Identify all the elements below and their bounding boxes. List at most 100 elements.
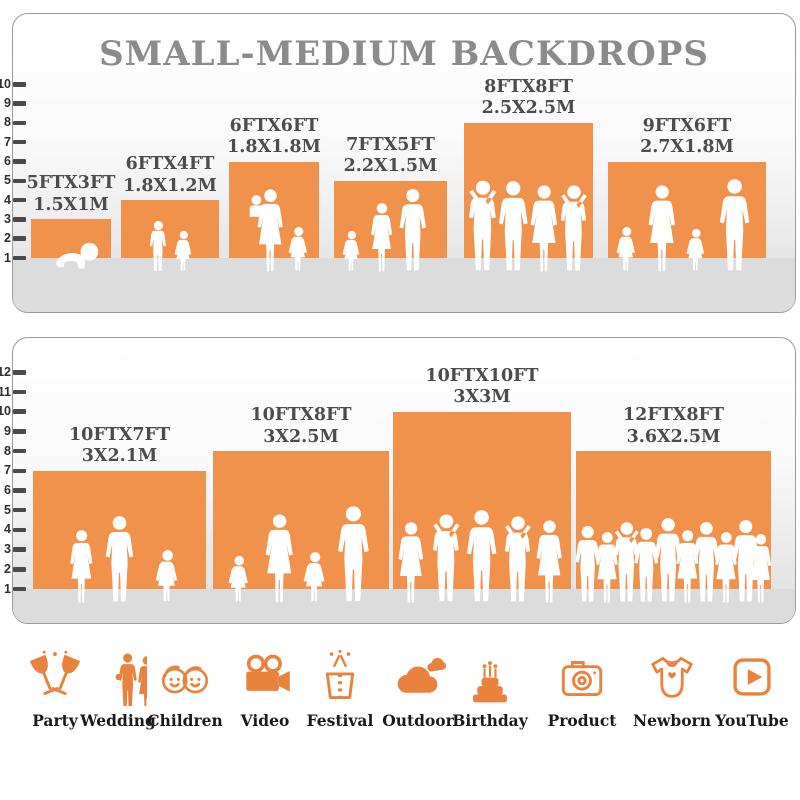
tick-dash-icon <box>13 429 26 434</box>
size-feet-label: 8FTX8FT <box>484 76 573 97</box>
backdrop-size-label: 8FTX8FT 2.5X2.5M <box>482 77 576 120</box>
tick-label: 5 <box>4 502 11 517</box>
backdrop-size-label: 10FTX10FT 3X3M <box>425 366 538 409</box>
tick-label: 3 <box>4 211 11 226</box>
tick-label: 2 <box>4 561 11 576</box>
axis-tick: 7 <box>0 464 26 477</box>
axis-tick: 9 <box>0 423 26 438</box>
axis-tick: 6 <box>0 483 26 497</box>
category-youtube: YouTube <box>706 648 798 730</box>
axis-tick: 1 <box>0 581 26 596</box>
video-icon <box>236 648 294 706</box>
silhouette-woman <box>396 521 426 603</box>
backdrop-bar <box>121 200 219 258</box>
tick-label: 3 <box>4 542 11 557</box>
size-meters-label: 1.5X1M <box>33 194 109 215</box>
tick-dash-icon <box>13 468 26 474</box>
size-feet-label: 9FTX6FT <box>642 115 732 136</box>
tick-dash-icon <box>13 586 26 592</box>
axis-tick: 4 <box>0 523 26 536</box>
tick-label: 12 <box>0 364 11 379</box>
size-feet-label: 6FTX4FT <box>125 154 215 175</box>
silhouette-woman <box>369 202 395 272</box>
size-meters-label: 2.7X1.8M <box>640 137 734 157</box>
newborn-icon <box>643 648 701 706</box>
page-title: SMALL-MEDIUM BACKDROPS <box>99 34 709 74</box>
tick-dash-icon <box>13 120 26 126</box>
category-video: Video <box>219 648 311 730</box>
tick-dash-icon <box>13 101 26 106</box>
silhouette-girl <box>303 551 327 603</box>
festival-icon <box>311 648 369 706</box>
category-label: Outdoor <box>382 711 454 730</box>
silhouette-girl <box>155 549 180 603</box>
category-wedding: Wedding <box>72 648 164 730</box>
silhouette-woman <box>534 519 565 603</box>
silhouette-girl <box>228 555 250 603</box>
tick-dash-icon <box>13 527 26 533</box>
tick-label: 1 <box>4 581 11 596</box>
silhouette-armsup <box>428 511 465 603</box>
silhouette-woman <box>263 513 296 603</box>
tick-dash-icon <box>13 547 26 552</box>
category-outdoor: Outdoor <box>372 648 464 730</box>
silhouette-armsup <box>500 513 536 603</box>
axis-tick: 3 <box>0 211 26 226</box>
children-icon <box>156 648 214 706</box>
axis-tick: 10 <box>0 78 26 90</box>
tick-label: 6 <box>4 154 11 168</box>
axis-tick: 5 <box>0 502 26 517</box>
axis-tick: 1 <box>0 250 26 265</box>
silhouette-man <box>464 509 499 603</box>
tick-label: 7 <box>4 134 11 149</box>
tick-label: 1 <box>4 250 11 265</box>
tick-dash-icon <box>13 139 26 145</box>
tick-dash-icon <box>13 236 26 241</box>
tick-label: 8 <box>4 115 11 130</box>
tick-label: 5 <box>4 173 11 188</box>
tick-dash-icon <box>13 389 26 395</box>
tick-dash-icon <box>13 448 26 454</box>
product-icon <box>553 648 611 706</box>
category-children: Children <box>139 648 231 730</box>
axis-tick: 4 <box>0 193 26 206</box>
silhouette-man <box>103 515 136 603</box>
silhouette-woman <box>68 529 95 603</box>
panel-medium-backdrops: 1 2 3 4 5 6 7 8 9 10 11 12 10FTX7FT 3X2.1M 10FTX8FT 3X2… <box>0 337 796 624</box>
tick-label: 6 <box>4 483 11 497</box>
category-festival: Festival <box>294 648 386 730</box>
silhouette-man <box>397 188 429 272</box>
category-label: Newborn <box>633 711 711 730</box>
category-label: Product <box>547 711 617 730</box>
party-icon <box>26 648 84 706</box>
axis-tick: 8 <box>0 115 26 130</box>
category-label: YouTube <box>715 711 789 730</box>
backdrop-size-label: 6FTX6FT 1.8X1.8M <box>227 116 321 159</box>
axis-tick: 9 <box>0 96 26 111</box>
category-label: Party <box>32 711 78 730</box>
silhouette-childheld <box>248 194 265 218</box>
axis-tick: 5 <box>0 173 26 188</box>
size-meters-label: 1.8X1.2M <box>123 175 217 196</box>
size-meters-label: 2.5X2.5M <box>481 98 576 119</box>
axis-tick: 2 <box>0 561 26 576</box>
silhouette-boy <box>149 220 168 272</box>
tick-label: 8 <box>4 443 11 458</box>
wedding-icon <box>89 648 147 706</box>
silhouette-girl <box>616 226 638 272</box>
tick-dash-icon <box>13 178 26 184</box>
backdrop-size-label: 5FTX3FT 1.5X1M <box>27 173 116 216</box>
tick-label: 11 <box>0 384 11 399</box>
backdrop-size-label: 10FTX7FT 3X2.1M <box>69 425 170 468</box>
category-row: Party Wedding Children Video Festival Outdoor… <box>0 648 800 768</box>
silhouette-man <box>496 180 531 272</box>
panel-small-backdrops: SMALL-MEDIUM BACKDROPS 1 2 3 4 5 6 7 8 9 10 5FTX3F… <box>0 13 796 313</box>
tick-label: 9 <box>4 423 11 438</box>
axis-tick: 2 <box>0 232 26 244</box>
backdrop-size-label: 9FTX6FT 2.7X1.8M <box>640 116 734 159</box>
category-birthday: Birthday <box>444 648 536 730</box>
size-feet-label: 6FTX6FT <box>229 115 319 136</box>
size-feet-label: 10FTX7FT <box>68 424 171 445</box>
tick-label: 9 <box>4 96 11 111</box>
category-label: Wedding <box>80 711 156 730</box>
